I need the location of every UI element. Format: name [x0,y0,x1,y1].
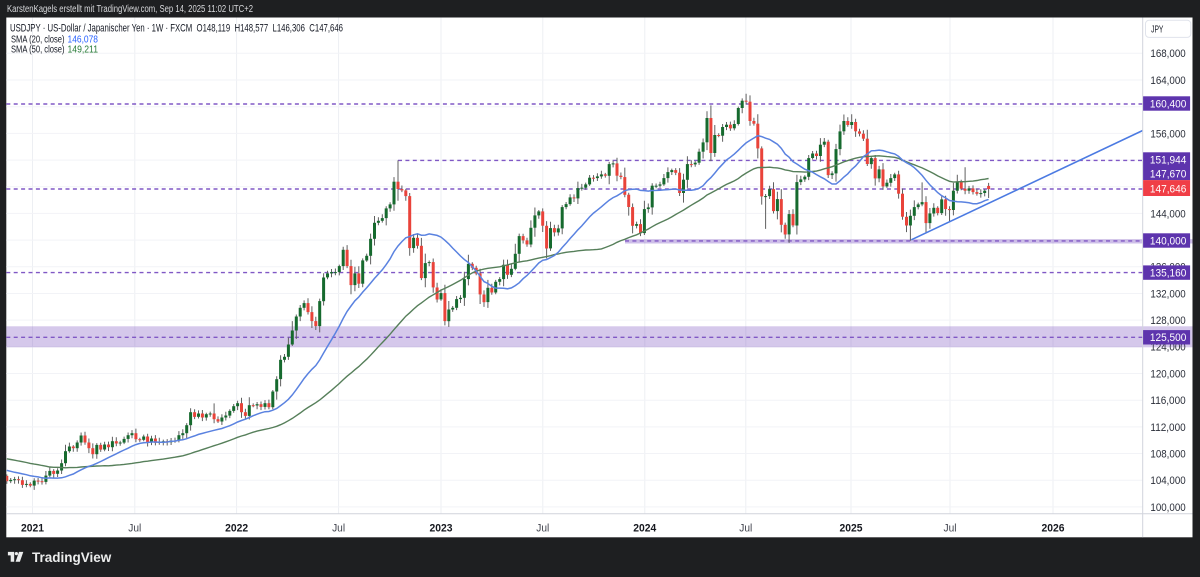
svg-text:128,000: 128,000 [1150,315,1185,327]
svg-text:2026: 2026 [1042,523,1065,535]
svg-text:SMA (50, close): SMA (50, close) [11,44,65,55]
svg-text:100,000: 100,000 [1150,502,1185,514]
svg-text:2023: 2023 [430,523,453,535]
svg-text:SMA (20, close): SMA (20, close) [11,34,65,45]
svg-text:164,000: 164,000 [1150,75,1185,87]
svg-text:2021: 2021 [21,523,44,535]
svg-text:132,000: 132,000 [1150,288,1185,300]
svg-text:Jul: Jul [128,523,141,535]
svg-text:147,670: 147,670 [1150,169,1186,181]
svg-text:104,000: 104,000 [1150,475,1185,487]
svg-text:125,500: 125,500 [1150,332,1186,344]
svg-text:168,000: 168,000 [1150,48,1185,60]
svg-text:Jul: Jul [332,523,345,535]
svg-text:116,000: 116,000 [1150,395,1185,407]
svg-text:120,000: 120,000 [1150,368,1185,380]
svg-text:156,000: 156,000 [1150,128,1185,140]
svg-text:144,000: 144,000 [1150,208,1185,220]
svg-text:2024: 2024 [633,523,657,535]
svg-text:146,078: 146,078 [68,34,99,45]
svg-text:Jul: Jul [536,523,549,535]
svg-text:Jul: Jul [944,523,957,535]
svg-text:147,646: 147,646 [1150,184,1186,196]
svg-text:2022: 2022 [225,523,248,535]
svg-text:USDJPY · US-Dollar / Japanisch: USDJPY · US-Dollar / Japanischer Yen · 1… [10,22,343,34]
svg-text:112,000: 112,000 [1150,422,1185,434]
svg-text:TradingView: TradingView [32,550,112,565]
svg-text:149,211: 149,211 [68,44,99,55]
svg-text:2025: 2025 [840,523,863,535]
svg-text:151,944: 151,944 [1150,154,1186,166]
svg-text:Jul: Jul [739,523,752,535]
svg-text:JPY: JPY [1151,24,1163,36]
svg-text:160,400: 160,400 [1150,98,1186,110]
svg-text:108,000: 108,000 [1150,448,1185,460]
svg-text:135,160: 135,160 [1150,268,1186,280]
svg-text:124,000: 124,000 [1150,342,1185,354]
svg-text:KarstenKagels erstellt mit Tra: KarstenKagels erstellt mit TradingView.c… [7,4,253,15]
svg-text:140,000: 140,000 [1150,235,1186,247]
